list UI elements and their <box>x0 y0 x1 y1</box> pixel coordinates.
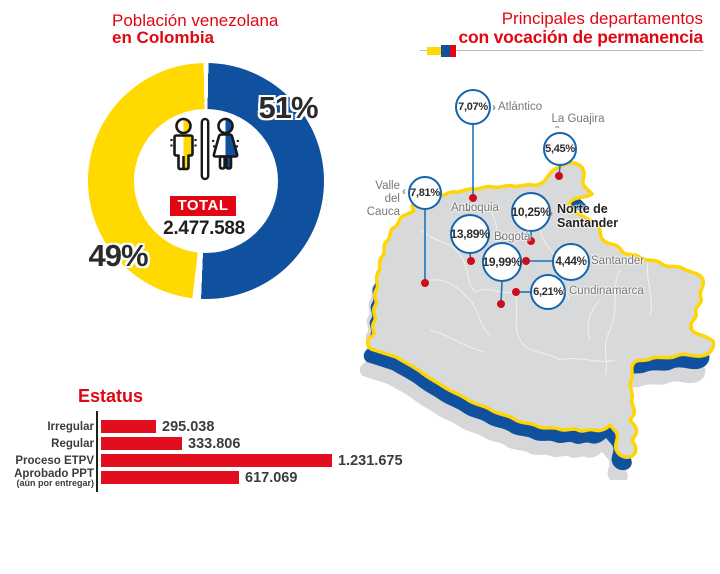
label-la-guajira: La Guajira <box>551 113 605 125</box>
chevron-up-icon: ˆ <box>465 207 469 221</box>
status-bar-row: Aprobado PPT (aún por entregar) 617.069 <box>0 467 420 488</box>
map-title: Principales departamentos con vocación d… <box>420 9 703 47</box>
status-bar-row: Regular 333.806 <box>0 435 420 452</box>
population-title-line1: Población venezolana <box>112 11 279 30</box>
status-bar-label-text: Proceso ETPV <box>15 454 94 467</box>
label-bogota: Bogotá <box>494 231 531 243</box>
status-bar-row: Irregular 295.038 <box>0 418 420 435</box>
map-marker-dot-atlantico <box>469 194 477 202</box>
bubble-antioquia: 13,89% <box>450 214 490 254</box>
status-chart-title: Estatus <box>78 386 144 406</box>
colombia-map <box>360 125 716 480</box>
population-title-line2: en Colombia <box>112 28 215 48</box>
label-antioquia: Antioquia <box>451 202 499 214</box>
status-bar-label: Aprobado PPT (aún por entregar) <box>0 467 98 488</box>
chevron-up-icon: ˆ <box>555 124 559 138</box>
status-axis-line <box>96 411 98 492</box>
status-bar-value: 295.038 <box>162 418 215 435</box>
label-atlantico: Atlántico <box>498 101 543 113</box>
map-marker-dot-bogota <box>497 300 505 308</box>
colombia-flag-icon <box>427 44 456 57</box>
status-bar-sublabel-text: (aún por entregar) <box>16 477 94 488</box>
bubble-cundinamarca: 6,21% <box>530 274 566 310</box>
bubble-norte-de-santander: 10,25% <box>511 192 551 232</box>
status-bar <box>101 454 332 467</box>
population-title: Población venezolana en Colombia <box>112 12 278 47</box>
status-bar <box>101 420 156 433</box>
status-bar <box>101 471 239 484</box>
status-chart: Estatus Irregular 295.038 Regular 333.80… <box>0 384 420 504</box>
chevron-right-icon: › <box>492 100 496 114</box>
flag-yellow <box>427 46 441 55</box>
map-marker-dot-la-guajira <box>555 172 563 180</box>
status-bar-label: Proceso ETPV <box>0 454 98 467</box>
status-bar-label-text: Regular <box>51 437 94 450</box>
bubble-bogota: 19,99% <box>482 242 522 282</box>
status-bar-label: Regular <box>0 437 98 450</box>
total-badge: TOTAL <box>170 196 236 216</box>
chevron-up-icon: ˆ <box>499 235 503 249</box>
map-title-line1: Principales departamentos <box>501 9 703 28</box>
bubble-atlantico: 7,07% <box>455 89 491 125</box>
label-santander: Santander <box>591 255 645 267</box>
map-marker-dot-cundinamarca <box>512 288 520 296</box>
male-female-restroom-icon <box>170 117 240 181</box>
bubble-la-guajira: 5,45% <box>543 132 577 166</box>
status-bar-row: Proceso ETPV 1.231.675 <box>0 452 420 469</box>
map-marker-dot-valle-del-cauca <box>421 279 429 287</box>
status-bar-value: 333.806 <box>188 435 241 452</box>
donut-label-yellow: 49% <box>88 238 148 273</box>
status-bar <box>101 437 182 450</box>
map-marker-dot-antioquia <box>467 257 475 265</box>
map-marker-dot-santander <box>522 257 530 265</box>
status-bar-label: Irregular <box>0 420 98 433</box>
chevron-right-icon: › <box>584 254 588 268</box>
chevron-right-icon: › <box>562 284 566 298</box>
total-value: 2.477.588 <box>163 218 245 239</box>
chevron-left-icon: ‹ <box>402 184 406 198</box>
chevron-right-icon: › <box>549 206 553 220</box>
map-title-line2: con vocación de permanencia <box>458 26 703 47</box>
flag-red <box>450 44 456 57</box>
bubble-valle-del-cauca: 7,81% <box>408 176 442 210</box>
map-marker-dots <box>421 172 563 308</box>
status-rows: Irregular 295.038 Regular 333.806 Proces… <box>0 418 420 488</box>
title-rule <box>420 50 703 51</box>
label-valle-del-cauca: Valle del Cauca <box>366 180 400 218</box>
map-marker-dot-norte-de-santander <box>527 237 535 245</box>
label-norte-de-santander: Norte de Santander <box>557 202 619 230</box>
donut-label-blue: 51% <box>258 90 318 125</box>
status-bar-label-text: Irregular <box>47 420 94 433</box>
label-cundinamarca: Cundinamarca <box>569 285 644 297</box>
status-bar-label-text: Aprobado PPT <box>14 467 94 480</box>
status-bar-value: 1.231.675 <box>338 452 403 469</box>
flag-blue <box>441 44 450 57</box>
map-department-borders <box>419 209 652 376</box>
bubble-santander: 4,44% <box>552 243 590 281</box>
status-bar-value: 617.069 <box>245 469 298 486</box>
